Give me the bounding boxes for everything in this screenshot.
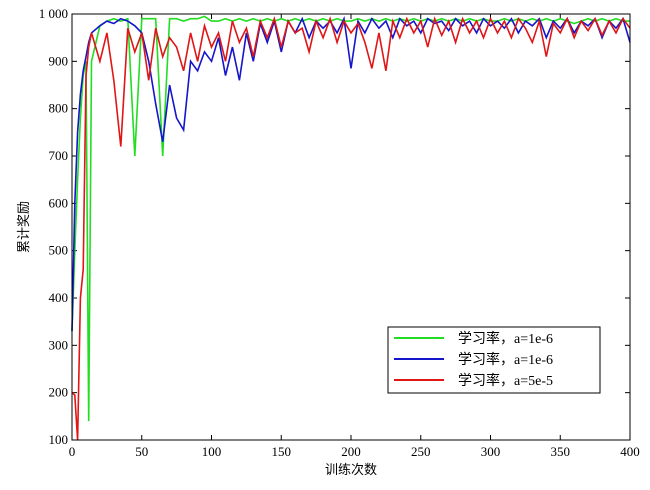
x-tick-label: 0 [69, 444, 76, 459]
series-line [71, 15, 631, 332]
y-axis-label: 累计奖励 [16, 201, 31, 253]
x-tick-label: 50 [135, 444, 148, 459]
y-tick-label: 500 [49, 243, 69, 258]
x-tick-label: 400 [620, 444, 640, 459]
plot-frame [71, 13, 631, 441]
y-tick-label: 1 000 [39, 6, 68, 21]
x-tick-label: 250 [411, 444, 431, 459]
x-tick-label: 100 [202, 444, 222, 459]
x-tick-label: 300 [481, 444, 501, 459]
y-tick-label: 200 [49, 385, 69, 400]
series-line [71, 15, 630, 422]
legend-label: 学习率，a=1e-6 [458, 351, 553, 368]
x-tick-label: 200 [341, 444, 361, 459]
x-axis-label: 训练次数 [325, 462, 377, 477]
legend-label: 学习率，a=5e-5 [458, 372, 553, 389]
y-tick-label: 900 [49, 53, 69, 68]
legend: 学习率，a=1e-6 学习率，a=1e-6 学习率，a=5e-5 [387, 326, 601, 394]
y-tick-label: 700 [49, 148, 69, 163]
x-tick-label: 350 [551, 444, 571, 459]
series-line [71, 15, 631, 441]
legend-label: 学习率，a=1e-6 [458, 330, 553, 347]
y-tick-label: 600 [49, 195, 69, 210]
y-tick-label: 100 [49, 432, 69, 447]
y-tick-label: 800 [49, 101, 69, 116]
y-tick-label: 400 [49, 290, 69, 305]
x-tick-label: 150 [272, 444, 292, 459]
y-tick-label: 300 [49, 337, 69, 352]
